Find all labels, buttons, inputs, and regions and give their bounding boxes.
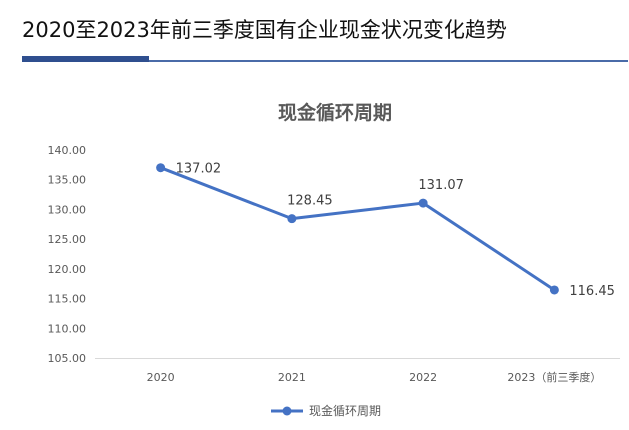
legend-marker [282, 406, 292, 416]
data-point [418, 198, 428, 208]
legend-label: 现金循环周期 [309, 403, 381, 418]
y-tick-label: 130.00 [48, 203, 87, 216]
y-tick-label: 135.00 [48, 174, 87, 187]
data-label: 128.45 [287, 194, 333, 209]
x-tick-label: 2021 [278, 371, 306, 384]
series-line [159, 166, 556, 292]
page-title: 2020至2023年前三季度国有企业现金状况变化趋势 [22, 18, 507, 42]
y-tick-label: 125.00 [48, 233, 87, 246]
y-tick-label: 140.00 [48, 144, 87, 157]
data-point [156, 163, 166, 173]
header-accent-bar [22, 56, 149, 62]
y-tick-label: 110.00 [48, 322, 87, 335]
data-label: 131.07 [418, 178, 464, 193]
y-tick-label: 120.00 [48, 263, 87, 276]
x-tick-label: 2022 [409, 371, 437, 384]
x-tick-label: 2020 [147, 371, 175, 384]
chart-title: 现金循环周期 [278, 101, 392, 124]
data-point [287, 214, 297, 224]
y-tick-label: 105.00 [48, 352, 87, 365]
header-rule [22, 60, 628, 62]
y-tick-label: 115.00 [48, 293, 87, 306]
x-tick-label: 2023（前三季度） [507, 370, 601, 384]
data-label: 116.45 [569, 284, 615, 299]
data-point [549, 285, 559, 295]
data-label: 137.02 [176, 162, 222, 177]
